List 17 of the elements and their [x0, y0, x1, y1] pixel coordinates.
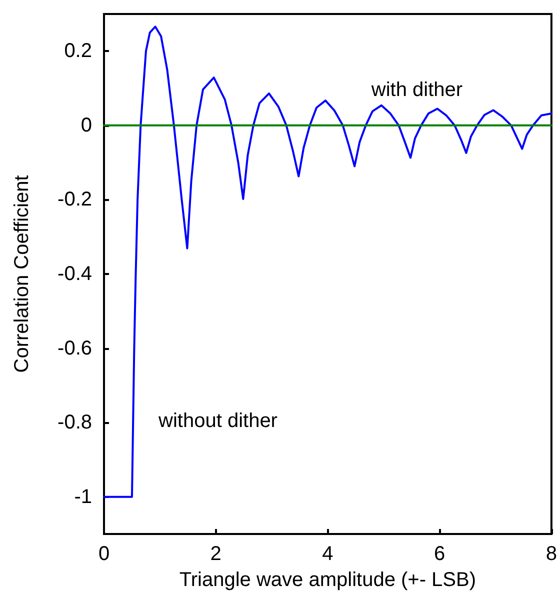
- y-tick-label: -1: [74, 486, 92, 508]
- y-tick-label: 0: [80, 114, 92, 136]
- line-series: [103, 26, 552, 498]
- x-tick-label: 2: [210, 543, 222, 565]
- y-tick-label: 0.2: [64, 40, 92, 62]
- y-tick-label: -0.6: [58, 337, 92, 360]
- annotation: without dither: [158, 410, 278, 432]
- y-tick-label: -0.8: [58, 412, 92, 434]
- annotation: with dither: [370, 79, 463, 101]
- x-tick-label: 4: [322, 543, 334, 565]
- x-tick-label: 0: [98, 543, 110, 565]
- x-tick-label: 8: [546, 543, 557, 565]
- x-tick-label: 6: [434, 543, 446, 565]
- y-tick-label: -0.2: [58, 188, 92, 211]
- y-tick-label: -0.4: [58, 263, 92, 285]
- x-axis-title: Triangle wave amplitude (+- LSB): [179, 569, 476, 591]
- y-axis-title: Correlation Coefficient: [11, 174, 33, 373]
